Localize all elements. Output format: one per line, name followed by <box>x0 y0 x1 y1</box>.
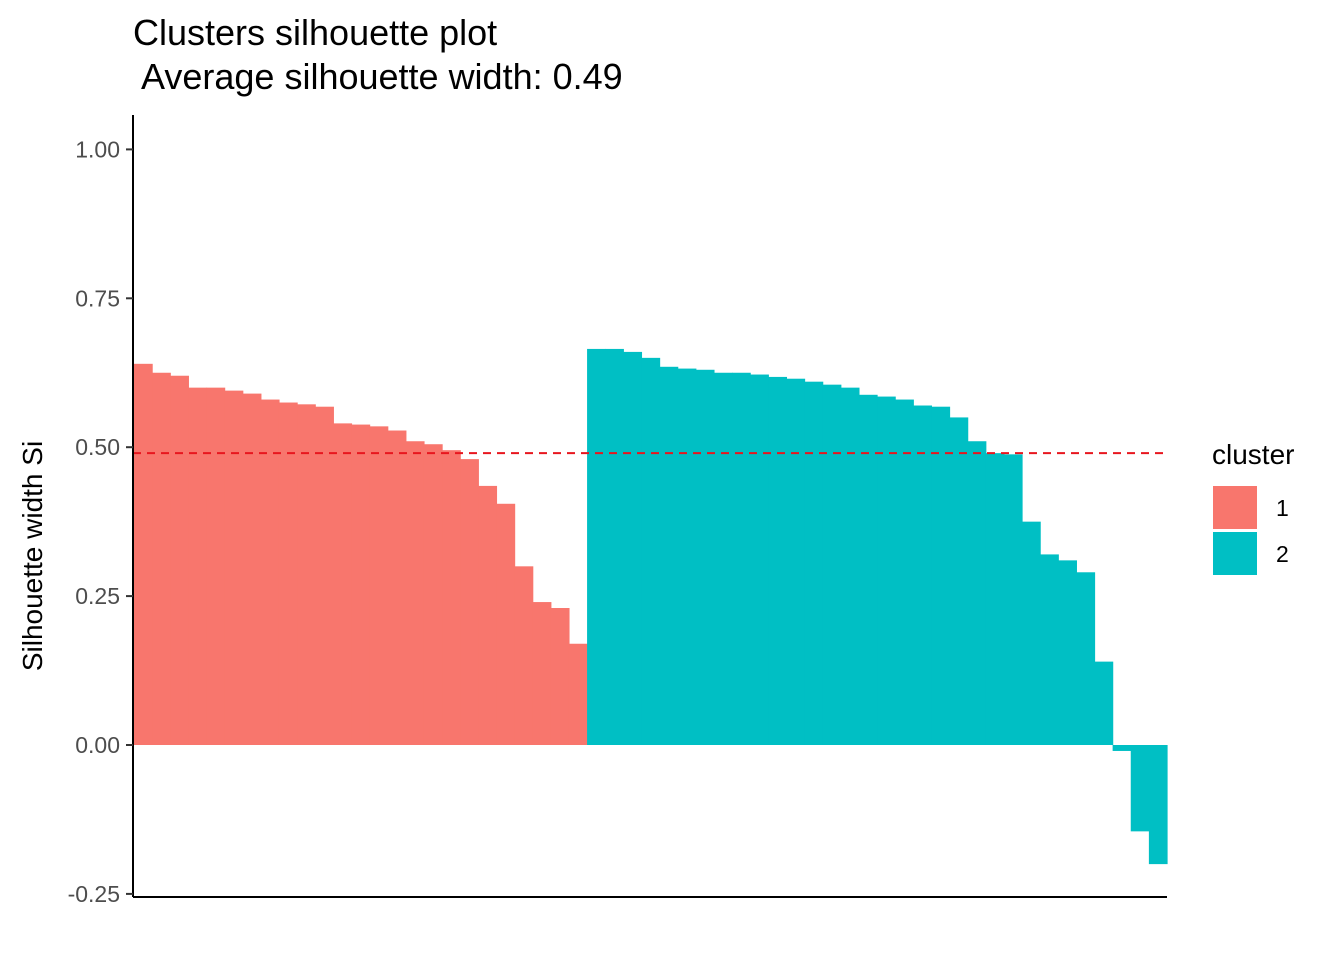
silhouette-bar-cluster-1 <box>478 485 498 745</box>
bars-group <box>134 348 1168 865</box>
silhouette-bar-cluster-2 <box>877 396 896 745</box>
silhouette-bar-cluster-2 <box>750 374 769 745</box>
legend: cluster 12 <box>1212 439 1294 575</box>
silhouette-bar-cluster-2 <box>858 394 878 745</box>
silhouette-bar-cluster-2 <box>895 399 914 745</box>
silhouette-bar-cluster-2 <box>804 381 824 745</box>
silhouette-bar-cluster-2 <box>1076 572 1096 745</box>
silhouette-bar-cluster-1 <box>242 393 262 745</box>
silhouette-bar-cluster-1 <box>224 390 244 745</box>
silhouette-bar-cluster-2 <box>786 378 806 745</box>
silhouette-bar-cluster-2 <box>641 357 661 745</box>
silhouette-bar-cluster-2 <box>659 366 679 745</box>
silhouette-bar-cluster-1 <box>188 387 208 745</box>
silhouette-bar-cluster-1 <box>278 402 298 745</box>
silhouette-bar-cluster-2 <box>1148 745 1168 865</box>
silhouette-bar-cluster-2 <box>1022 521 1041 745</box>
silhouette-bar-cluster-2 <box>768 376 788 745</box>
silhouette-bar-cluster-2 <box>587 348 606 745</box>
silhouette-bar-cluster-1 <box>152 372 171 745</box>
y-axis-ticks: -0.25 0.00 0.25 0.50 0.75 1.00 <box>68 136 133 907</box>
legend-label-cluster-1: 1 <box>1276 495 1289 521</box>
silhouette-bar-cluster-1 <box>496 503 516 745</box>
silhouette-bar-cluster-1 <box>460 459 479 745</box>
silhouette-bar-cluster-1 <box>532 602 552 745</box>
y-tick-label: 0.00 <box>75 732 120 758</box>
silhouette-bar-cluster-1 <box>333 423 353 745</box>
silhouette-bar-cluster-2 <box>949 417 969 745</box>
silhouette-bar-cluster-2 <box>1003 454 1023 745</box>
silhouette-bar-cluster-2 <box>605 348 624 745</box>
y-axis-title: Silhouette width Si <box>17 441 48 671</box>
y-tick-label: 0.75 <box>75 285 120 311</box>
silhouette-bar-cluster-2 <box>913 405 932 745</box>
silhouette-bar-cluster-1 <box>351 424 371 745</box>
silhouette-bar-cluster-2 <box>732 372 751 745</box>
silhouette-bar-cluster-1 <box>423 444 443 745</box>
silhouette-bar-cluster-2 <box>967 441 987 745</box>
silhouette-bar-cluster-2 <box>1130 745 1150 832</box>
silhouette-bar-cluster-2 <box>695 369 715 745</box>
silhouette-bar-cluster-1 <box>442 450 461 745</box>
silhouette-bar-cluster-1 <box>170 375 189 745</box>
silhouette-bar-cluster-2 <box>985 453 1005 745</box>
silhouette-bar-cluster-2 <box>931 406 951 745</box>
silhouette-bar-cluster-2 <box>713 372 733 745</box>
legend-items: 12 <box>1213 486 1289 575</box>
silhouette-bar-cluster-1 <box>134 363 153 745</box>
silhouette-bar-cluster-2 <box>1058 560 1077 745</box>
y-tick-label: -0.25 <box>68 881 120 907</box>
silhouette-bar-cluster-1 <box>387 430 407 745</box>
silhouette-bar-cluster-1 <box>514 566 534 745</box>
silhouette-bar-cluster-2 <box>677 368 697 745</box>
silhouette-bar-cluster-2 <box>1040 554 1059 745</box>
silhouette-bar-cluster-1 <box>297 404 316 745</box>
silhouette-bar-cluster-2 <box>822 384 842 745</box>
silhouette-bar-cluster-1 <box>260 399 280 745</box>
silhouette-bar-cluster-1 <box>405 441 425 745</box>
chart-subtitle: Average silhouette width: 0.49 <box>133 56 623 97</box>
silhouette-bar-cluster-1 <box>206 387 226 745</box>
silhouette-bar-cluster-1 <box>568 643 588 745</box>
silhouette-bar-cluster-1 <box>550 608 570 745</box>
legend-label-cluster-2: 2 <box>1276 541 1289 567</box>
silhouette-bar-cluster-2 <box>1094 661 1114 745</box>
legend-title: cluster <box>1212 439 1294 470</box>
silhouette-bar-cluster-2 <box>840 387 860 745</box>
silhouette-bar-cluster-2 <box>623 351 643 745</box>
y-tick-label: 1.00 <box>75 136 120 162</box>
silhouette-bar-cluster-2 <box>1112 745 1132 751</box>
chart-title: Clusters silhouette plot <box>133 12 497 53</box>
legend-key-cluster-2 <box>1213 532 1257 575</box>
silhouette-bar-cluster-1 <box>315 406 334 745</box>
y-tick-label: 0.50 <box>75 434 120 460</box>
silhouette-bar-cluster-1 <box>369 426 389 745</box>
y-tick-label: 0.25 <box>75 583 120 609</box>
legend-key-cluster-1 <box>1213 486 1257 529</box>
